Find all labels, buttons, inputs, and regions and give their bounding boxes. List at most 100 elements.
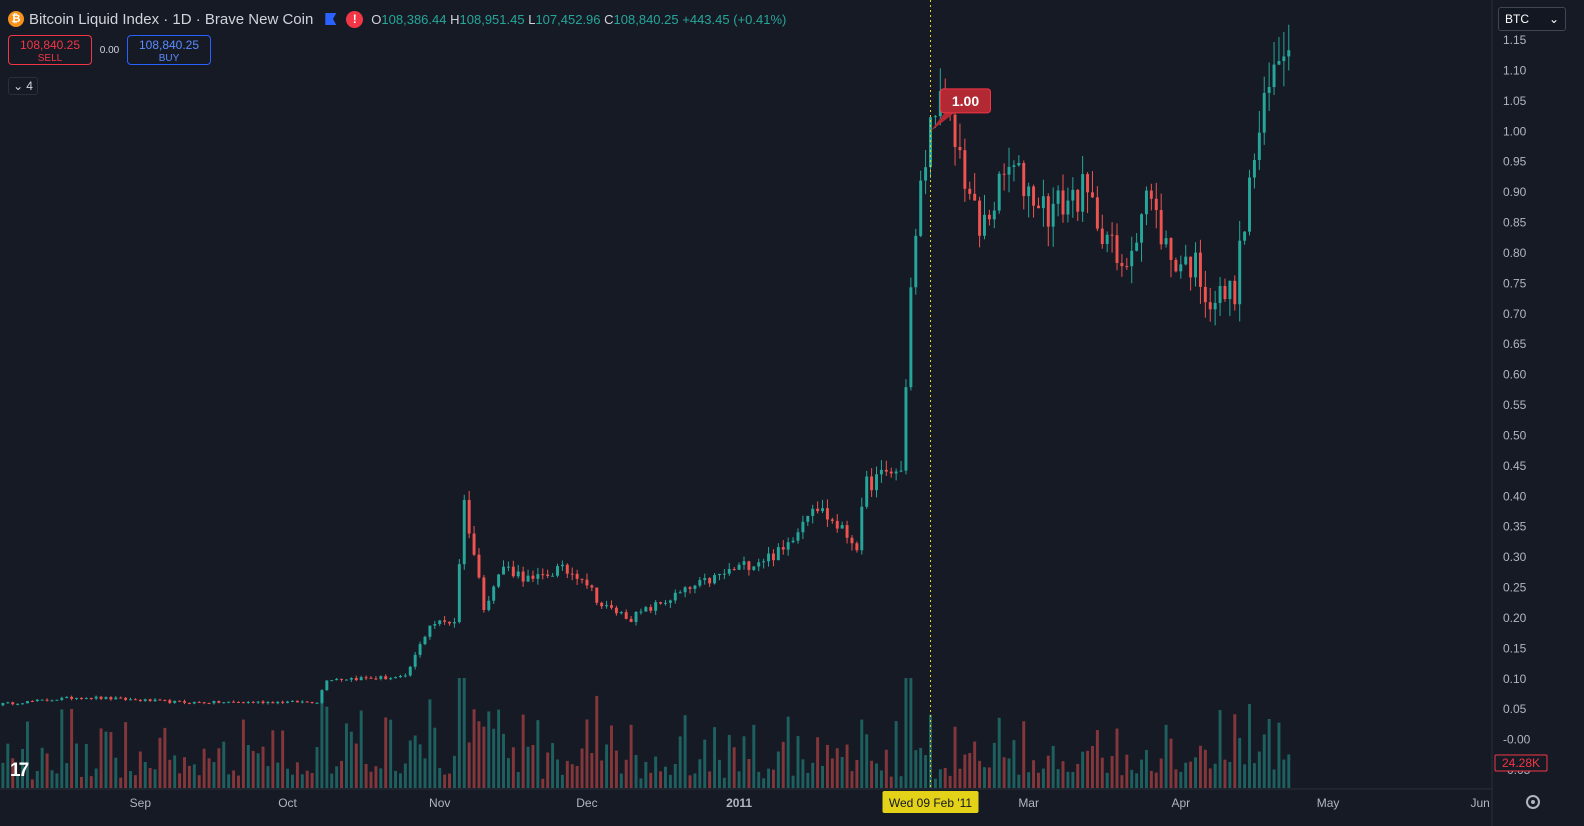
candle-body	[1208, 302, 1212, 310]
volume-bar	[109, 732, 113, 788]
buy-button[interactable]: 108,840.25 BUY	[127, 35, 211, 65]
tradingview-logo-icon[interactable]: 17	[10, 760, 29, 781]
volume-label-badge: 24.28K	[1494, 754, 1548, 772]
candle-body	[953, 114, 957, 147]
candle-body	[295, 700, 299, 703]
alert-icon[interactable]: !	[346, 10, 364, 28]
candle-body	[1027, 186, 1031, 197]
price-callout[interactable]: 1.00	[930, 88, 991, 132]
candle-body	[227, 701, 231, 703]
buy-label: BUY	[158, 53, 180, 64]
candle-body	[624, 612, 628, 619]
candle-body	[654, 602, 658, 611]
volume-bar	[1169, 738, 1173, 788]
volume-bar	[1282, 759, 1286, 788]
candle-body	[796, 532, 800, 541]
indicators-toggle[interactable]: ⌄ 4	[8, 77, 38, 95]
candle-body	[138, 699, 142, 701]
candle-body	[477, 554, 481, 578]
volume-bar	[394, 770, 398, 788]
candle-body	[1120, 262, 1124, 267]
volume-bar	[1159, 758, 1163, 788]
price-tick-label: 1.05	[1503, 94, 1527, 108]
price-tick-label: 1.10	[1503, 63, 1527, 77]
candle-body	[835, 520, 839, 529]
candle-body	[1198, 252, 1202, 287]
volume-bar	[16, 774, 20, 788]
candle-body	[286, 701, 290, 703]
volume-bar	[202, 748, 206, 788]
volume-bar	[767, 768, 771, 788]
candle-body	[600, 602, 604, 607]
candle-body	[1184, 256, 1188, 265]
candle-body	[487, 600, 491, 610]
candle-body	[1252, 160, 1256, 178]
candle-body	[241, 702, 245, 704]
candle-body	[30, 701, 34, 703]
currency-selector[interactable]: BTC ⌄	[1498, 7, 1566, 31]
candle-body	[119, 697, 123, 699]
candle-body	[158, 699, 162, 701]
candle-body	[1277, 61, 1281, 65]
candle-body	[560, 564, 564, 567]
candle-body	[855, 543, 859, 551]
volume-bar	[958, 768, 962, 788]
price-tick-label: 0.70	[1503, 307, 1527, 321]
volume-bar	[1233, 714, 1237, 788]
volume-bar	[158, 737, 162, 788]
chevron-down-icon: ⌄	[13, 79, 24, 93]
candle-body	[1125, 266, 1129, 268]
volume-bar	[187, 765, 191, 788]
volume-bar	[899, 776, 903, 788]
volume-bar	[119, 777, 123, 788]
price-tick-label: 0.15	[1503, 641, 1527, 655]
candle-body	[747, 561, 751, 570]
candle-body	[1071, 189, 1075, 201]
volume-bar	[585, 719, 589, 788]
candle-body	[575, 573, 579, 579]
volume-bar	[1056, 769, 1060, 788]
time-axis[interactable]: Sep Oct Nov Dec 2011 Mar Apr May Jun	[130, 796, 1490, 810]
candle-body	[811, 508, 815, 516]
candle-body	[983, 214, 986, 236]
volume-bar	[978, 760, 982, 788]
volume-bar	[197, 775, 201, 788]
candle-body	[6, 702, 10, 704]
candle-body	[497, 574, 501, 587]
sell-button[interactable]: 108,840.25 SELL	[8, 35, 92, 65]
candle-body	[511, 566, 515, 577]
volume-bar	[1115, 728, 1119, 788]
candle-body	[791, 540, 795, 543]
candle-body	[585, 579, 589, 586]
volume-bar	[747, 758, 751, 788]
volume-bar	[65, 763, 69, 788]
time-tick-label: 2011	[726, 796, 752, 810]
candle-body	[45, 699, 49, 701]
price-tick-label: 0.60	[1503, 368, 1527, 382]
volume-bar	[232, 770, 236, 788]
volume-bar	[1066, 771, 1070, 788]
flag-icon[interactable]	[325, 13, 337, 25]
candle-body	[713, 575, 717, 584]
candle-body	[889, 471, 893, 474]
candle-body	[521, 571, 525, 582]
volume-bar	[443, 774, 447, 788]
candle-body	[668, 600, 672, 603]
candle-body	[1090, 192, 1094, 198]
volume-bar	[330, 773, 334, 788]
candle-body	[197, 701, 201, 703]
symbol-legend[interactable]: ₿ Bitcoin Liquid Index · 1D · Brave New …	[8, 9, 786, 29]
candle-body	[315, 702, 319, 704]
price-axis[interactable]: 1.15 1.10 1.05 1.00 0.95 0.90 0.85 0.80 0.75 0.70…	[1503, 33, 1531, 777]
price-tick-label: 0.35	[1503, 520, 1527, 534]
symbol-title[interactable]: Bitcoin Liquid Index · 1D · Brave New Co…	[29, 10, 314, 28]
candle-body	[291, 700, 294, 702]
candle-body	[997, 173, 1001, 211]
volume-bar	[1027, 772, 1031, 788]
candle-body	[173, 700, 177, 703]
volume-bar	[649, 772, 653, 788]
candle-body	[109, 697, 113, 700]
volume-bar	[55, 773, 59, 788]
gear-icon[interactable]	[1526, 795, 1540, 809]
